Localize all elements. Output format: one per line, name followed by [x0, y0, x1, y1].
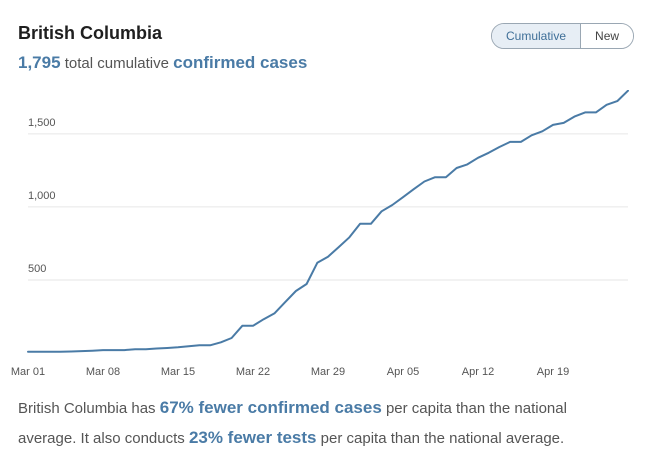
total-cases-highlight: confirmed cases [173, 53, 308, 72]
y-tick-label: 1,500 [28, 117, 56, 129]
total-cases-value: 1,795 [18, 53, 61, 72]
comparison-highlight-tests: 23% fewer tests [188, 428, 317, 447]
comparison-text: British Columbia has 67% fewer confirmed… [18, 393, 628, 453]
view-toggle[interactable]: Cumulative New [491, 23, 635, 49]
comparison-highlight-cases: 67% fewer confirmed cases [159, 398, 382, 417]
comparison-part-1: British Columbia has [18, 400, 160, 417]
x-tick-label: Apr 05 [387, 366, 419, 378]
cumulative-toggle-button[interactable]: Cumulative [492, 24, 582, 48]
x-tick-label: Mar 22 [236, 366, 270, 378]
x-tick-label: Mar 01 [11, 366, 45, 378]
y-tick-label: 1,000 [28, 190, 56, 202]
x-tick-label: Apr 12 [462, 366, 494, 378]
x-tick-label: Apr 19 [537, 366, 569, 378]
page-title: British Columbia [18, 23, 163, 43]
total-cases-text: total cumulative [64, 55, 169, 72]
new-toggle-button[interactable]: New [581, 24, 634, 48]
x-tick-label: Mar 08 [86, 366, 120, 378]
cases-line-chart: 500 1,000 1,500 Mar 01 Mar 08 Mar 15 Mar 22 Mar… [11, 90, 629, 378]
comparison-part-3: per capita than the national average. [316, 430, 565, 447]
total-summary: 1,795 total cumulative confirmed cases [18, 53, 307, 73]
x-tick-label: Mar 15 [161, 366, 195, 378]
comparison-part-2: per capita than the national average. It… [18, 400, 567, 447]
y-tick-label: 500 [28, 263, 46, 275]
cases-series-line [27, 90, 629, 353]
x-tick-label: Mar 29 [311, 366, 345, 378]
